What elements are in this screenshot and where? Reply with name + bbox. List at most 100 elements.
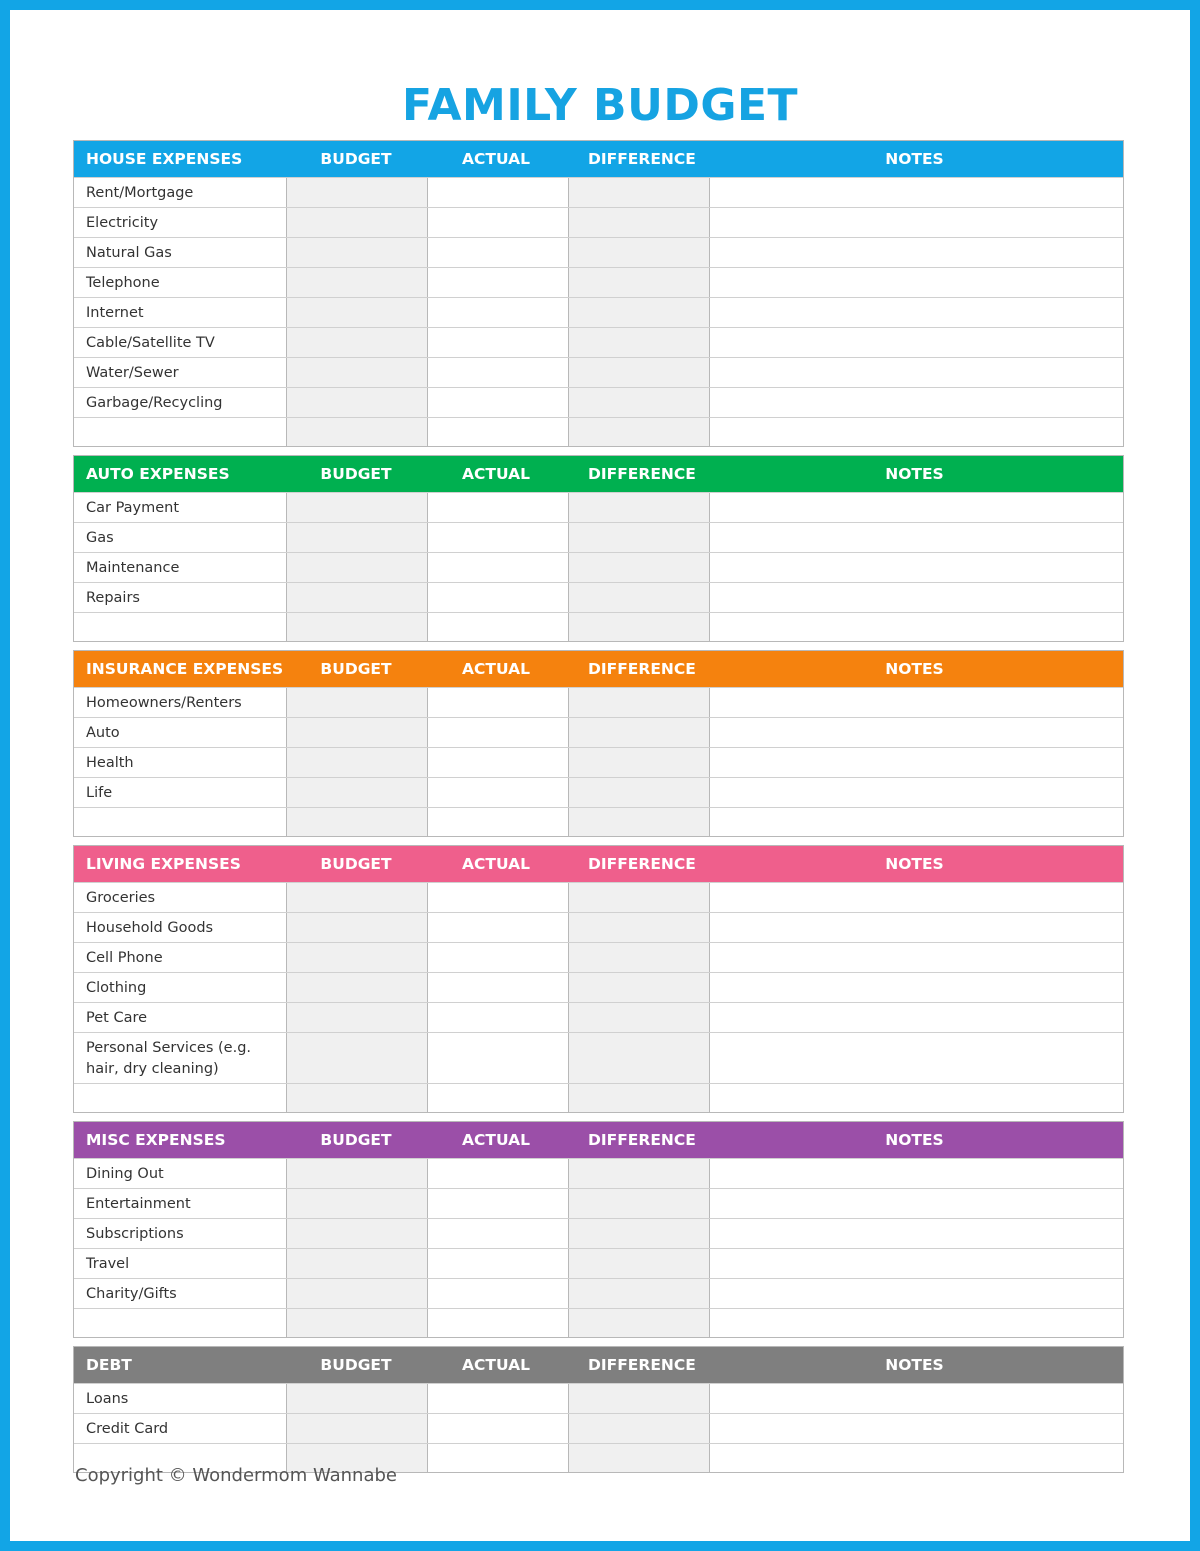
input-cell — [568, 808, 709, 836]
input-cell — [286, 883, 427, 912]
item-label: Internet — [86, 305, 144, 321]
input-cell — [286, 1003, 427, 1032]
input-cell — [286, 1309, 427, 1337]
input-cell — [709, 328, 1123, 357]
input-cell — [427, 1414, 568, 1443]
input-cell — [427, 943, 568, 972]
budget-row: Credit Card — [74, 1413, 1123, 1443]
input-cell — [568, 1444, 709, 1472]
budget-row: Gas — [74, 522, 1123, 552]
column-header: NOTES — [885, 660, 944, 678]
item-label: Charity/Gifts — [86, 1286, 177, 1302]
item-label: Cell Phone — [86, 950, 163, 966]
column-header: DIFFERENCE — [588, 1131, 696, 1149]
column-header: BUDGET — [320, 855, 392, 873]
input-cell — [286, 913, 427, 942]
input-cell — [568, 1279, 709, 1308]
section-title: HOUSE EXPENSES — [86, 150, 243, 168]
budget-section: MISC EXPENSES BUDGET ACTUAL DIFFERENCE NOTES… — [73, 1121, 1124, 1338]
item-label: Car Payment — [86, 500, 180, 516]
input-cell — [568, 1249, 709, 1278]
section-header: HOUSE EXPENSES BUDGET ACTUAL DIFFERENCE NOTE… — [74, 141, 1123, 177]
input-cell — [427, 1219, 568, 1248]
input-cell — [427, 883, 568, 912]
input-cell — [286, 973, 427, 1002]
column-header: NOTES — [885, 1131, 944, 1149]
input-cell — [427, 1309, 568, 1337]
item-label: Travel — [86, 1256, 130, 1272]
input-cell — [427, 913, 568, 942]
budget-row: Electricity — [74, 207, 1123, 237]
input-cell — [709, 1444, 1123, 1472]
section-title: DEBT — [86, 1356, 132, 1374]
input-cell — [286, 523, 427, 552]
input-cell — [427, 1189, 568, 1218]
column-header: NOTES — [885, 150, 944, 168]
input-cell — [286, 808, 427, 836]
input-cell — [286, 358, 427, 387]
input-cell — [427, 1384, 568, 1413]
input-cell — [427, 178, 568, 207]
input-cell — [709, 1309, 1123, 1337]
item-label: Subscriptions — [86, 1226, 184, 1242]
input-cell — [286, 1159, 427, 1188]
item-label: Garbage/Recycling — [86, 395, 223, 411]
column-header: DIFFERENCE — [588, 660, 696, 678]
input-cell — [568, 553, 709, 582]
input-cell — [709, 268, 1123, 297]
item-label: Auto — [86, 725, 120, 741]
budget-row: Telephone — [74, 267, 1123, 297]
input-cell — [568, 268, 709, 297]
budget-row — [74, 612, 1123, 641]
input-cell — [568, 1309, 709, 1337]
budget-row: Subscriptions — [74, 1218, 1123, 1248]
input-cell — [568, 583, 709, 612]
input-cell — [427, 1159, 568, 1188]
item-label — [74, 808, 286, 836]
budget-row: Rent/Mortgage — [74, 177, 1123, 207]
item-label: Repairs — [86, 590, 140, 606]
input-cell — [286, 238, 427, 267]
item-label: Credit Card — [86, 1421, 169, 1437]
item-label: Loans — [86, 1391, 129, 1407]
input-cell — [709, 973, 1123, 1002]
input-cell — [427, 1444, 568, 1472]
input-cell — [427, 973, 568, 1002]
input-cell — [286, 1219, 427, 1248]
budget-row: Travel — [74, 1248, 1123, 1278]
input-cell — [427, 298, 568, 327]
input-cell — [286, 1189, 427, 1218]
budget-section: AUTO EXPENSES BUDGET ACTUAL DIFFERENCE NOTES… — [73, 455, 1124, 642]
input-cell — [568, 1414, 709, 1443]
input-cell — [709, 1219, 1123, 1248]
budget-row: Repairs — [74, 582, 1123, 612]
input-cell — [286, 298, 427, 327]
input-cell — [568, 418, 709, 446]
input-cell — [709, 178, 1123, 207]
item-label — [74, 613, 286, 641]
input-cell — [709, 1249, 1123, 1278]
budget-row: Personal Services (e.g. hair, dry cleani… — [74, 1032, 1123, 1083]
input-cell — [568, 388, 709, 417]
input-cell — [286, 1444, 427, 1472]
input-cell — [709, 1033, 1123, 1083]
input-cell — [709, 493, 1123, 522]
budget-row: Maintenance — [74, 552, 1123, 582]
column-header: DIFFERENCE — [588, 1356, 696, 1374]
budget-row — [74, 1083, 1123, 1112]
input-cell — [709, 523, 1123, 552]
input-cell — [709, 1003, 1123, 1032]
input-cell — [427, 718, 568, 747]
input-cell — [709, 718, 1123, 747]
input-cell — [286, 1279, 427, 1308]
budget-row: Car Payment — [74, 492, 1123, 522]
input-cell — [427, 418, 568, 446]
budget-row: Household Goods — [74, 912, 1123, 942]
column-header: DIFFERENCE — [588, 150, 696, 168]
column-header: BUDGET — [320, 660, 392, 678]
item-label: Clothing — [86, 980, 147, 996]
item-label: Water/Sewer — [86, 365, 179, 381]
section-header: DEBT BUDGET ACTUAL DIFFERENCE NOTES — [74, 1347, 1123, 1383]
input-cell — [568, 358, 709, 387]
